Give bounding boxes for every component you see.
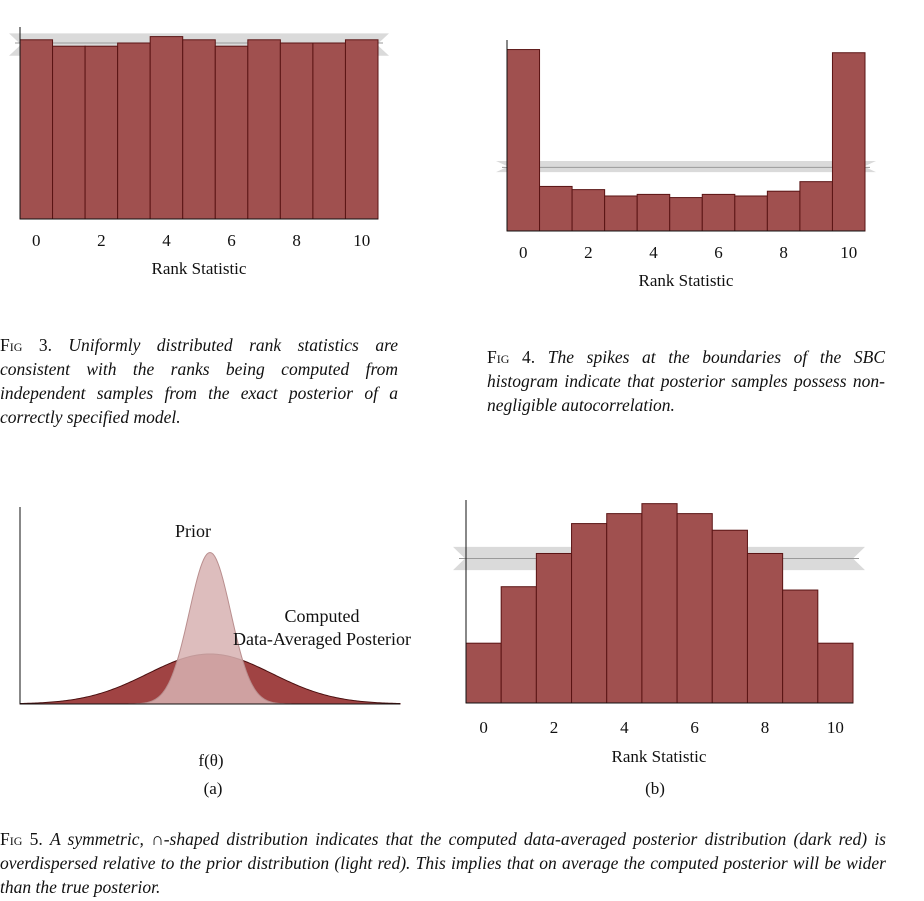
- fig3-bar-1: [52, 45, 86, 220]
- fig4-bar-5: [669, 197, 703, 232]
- fig3-bar-3: [117, 42, 151, 220]
- fig4-band-layer: [496, 160, 876, 173]
- fig5b-tick-label-0: 0: [479, 718, 488, 737]
- fig3-bar-10: [344, 39, 379, 220]
- fig5b-bars-layer: [465, 503, 854, 704]
- fig3-axes-layer: 0 2 4 6 8 10: [19, 27, 378, 250]
- fig5b-panel-label: (b): [645, 779, 665, 798]
- fig5b-bar-6: [676, 513, 713, 704]
- fig3-tick-label-2: 2: [97, 231, 106, 250]
- fig4-caption-text: The spikes at the boundaries of the SBC …: [487, 347, 885, 415]
- fig5b-bar-1: [500, 586, 537, 704]
- fig5b-bar-7: [711, 529, 748, 704]
- fig4-xlabel: Rank Statistic: [639, 271, 734, 290]
- fig3-caption: Fig 3. Uniformly distributed rank statis…: [0, 333, 398, 429]
- fig5b-bar-9: [782, 589, 819, 704]
- fig4-bar-6: [701, 193, 736, 232]
- fig3-tick-label-0: 0: [32, 231, 41, 250]
- fig3-bar-4: [149, 36, 184, 220]
- fig5b-bar-10: [817, 642, 854, 704]
- fig3-bar-2: [84, 45, 119, 220]
- fig3-bar-7: [247, 39, 281, 220]
- fig5b-bar-2: [535, 552, 573, 704]
- fig5b-xlabel: Rank Statistic: [612, 747, 707, 766]
- fig5b-tick-label-10: 10: [827, 718, 844, 737]
- fig5b-chart: 0 2 4 6 8 10 Rank Statistic (b): [453, 500, 865, 798]
- fig4-bars-layer: [506, 49, 866, 232]
- fig5b-bar-8: [746, 552, 784, 704]
- fig4-bar-9: [799, 181, 833, 232]
- prior-label: Prior: [175, 521, 211, 541]
- fig3-bar-8: [279, 42, 314, 220]
- fig5-caption-label: Fig 5.: [0, 829, 43, 849]
- fig4-bar-10: [831, 52, 866, 232]
- fig5a-chart: Prior Computed Data-Averaged Posterior f…: [19, 507, 411, 798]
- fig4-bar-2: [571, 189, 606, 232]
- fig4-caption: Fig 4. The spikes at the boundaries of t…: [487, 345, 885, 417]
- fig3-tick-label-4: 4: [162, 231, 171, 250]
- fig4-confidence-band: [496, 160, 876, 173]
- fig5b-axes-layer: 0 2 4 6 8 10: [465, 500, 853, 737]
- fig5a-panel-label: (a): [204, 779, 223, 798]
- fig5b-tick-label-2: 2: [550, 718, 559, 737]
- fig5-caption-text: A symmetric, ∩-shaped distribution indic…: [0, 829, 886, 897]
- fig4-tick-label-8: 8: [779, 243, 788, 262]
- fig5b-bar-0: [465, 642, 502, 704]
- fig3-bar-0: [19, 39, 54, 220]
- fig3-xlabel: Rank Statistic: [152, 259, 247, 278]
- fig3-tick-label-10: 10: [353, 231, 370, 250]
- fig3-bar-9: [312, 42, 346, 220]
- fig3-bar-5: [182, 39, 216, 220]
- posterior-label-line1: Computed: [285, 606, 360, 626]
- fig5b-bar-4: [606, 513, 643, 704]
- fig4-bar-1: [539, 185, 573, 232]
- fig5b-tick-label-4: 4: [620, 718, 629, 737]
- fig4-bar-4: [636, 193, 671, 232]
- fig4-tick-label-0: 0: [519, 243, 528, 262]
- fig3-tick-label-6: 6: [227, 231, 236, 250]
- fig5b-tick-label-6: 6: [690, 718, 699, 737]
- fig5b-tick-label-8: 8: [761, 718, 770, 737]
- fig5b-bar-5: [641, 503, 678, 704]
- fig3-bars-layer: [19, 36, 379, 220]
- fig4-bar-3: [604, 195, 638, 232]
- fig4-axes-layer: 0 2 4 6 8 10: [506, 40, 865, 262]
- posterior-label-line2: Data-Averaged Posterior: [233, 629, 411, 649]
- fig4-tick-label-2: 2: [584, 243, 593, 262]
- fig4-tick-label-10: 10: [840, 243, 857, 262]
- fig5-caption: Fig 5. A symmetric, ∩-shaped distributio…: [0, 827, 886, 899]
- fig5a-xlabel: f(θ): [198, 751, 223, 770]
- fig3-tick-label-8: 8: [292, 231, 301, 250]
- fig3-caption-label: Fig 3.: [0, 335, 52, 355]
- fig3-chart: 0 2 4 6 8 10 Rank Statistic: [9, 27, 389, 278]
- fig4-bar-0: [506, 49, 541, 232]
- fig4-bar-8: [766, 190, 801, 232]
- fig4-tick-label-4: 4: [649, 243, 658, 262]
- fig4-caption-label: Fig 4.: [487, 347, 536, 367]
- fig5b-bar-3: [571, 523, 608, 704]
- fig3-caption-text: Uniformly distributed rank statistics ar…: [0, 335, 398, 427]
- fig4-tick-label-6: 6: [714, 243, 723, 262]
- fig3-bar-6: [214, 45, 249, 220]
- fig4-bar-7: [734, 195, 768, 232]
- fig4-chart: 0 2 4 6 8 10 Rank Statistic: [496, 40, 876, 290]
